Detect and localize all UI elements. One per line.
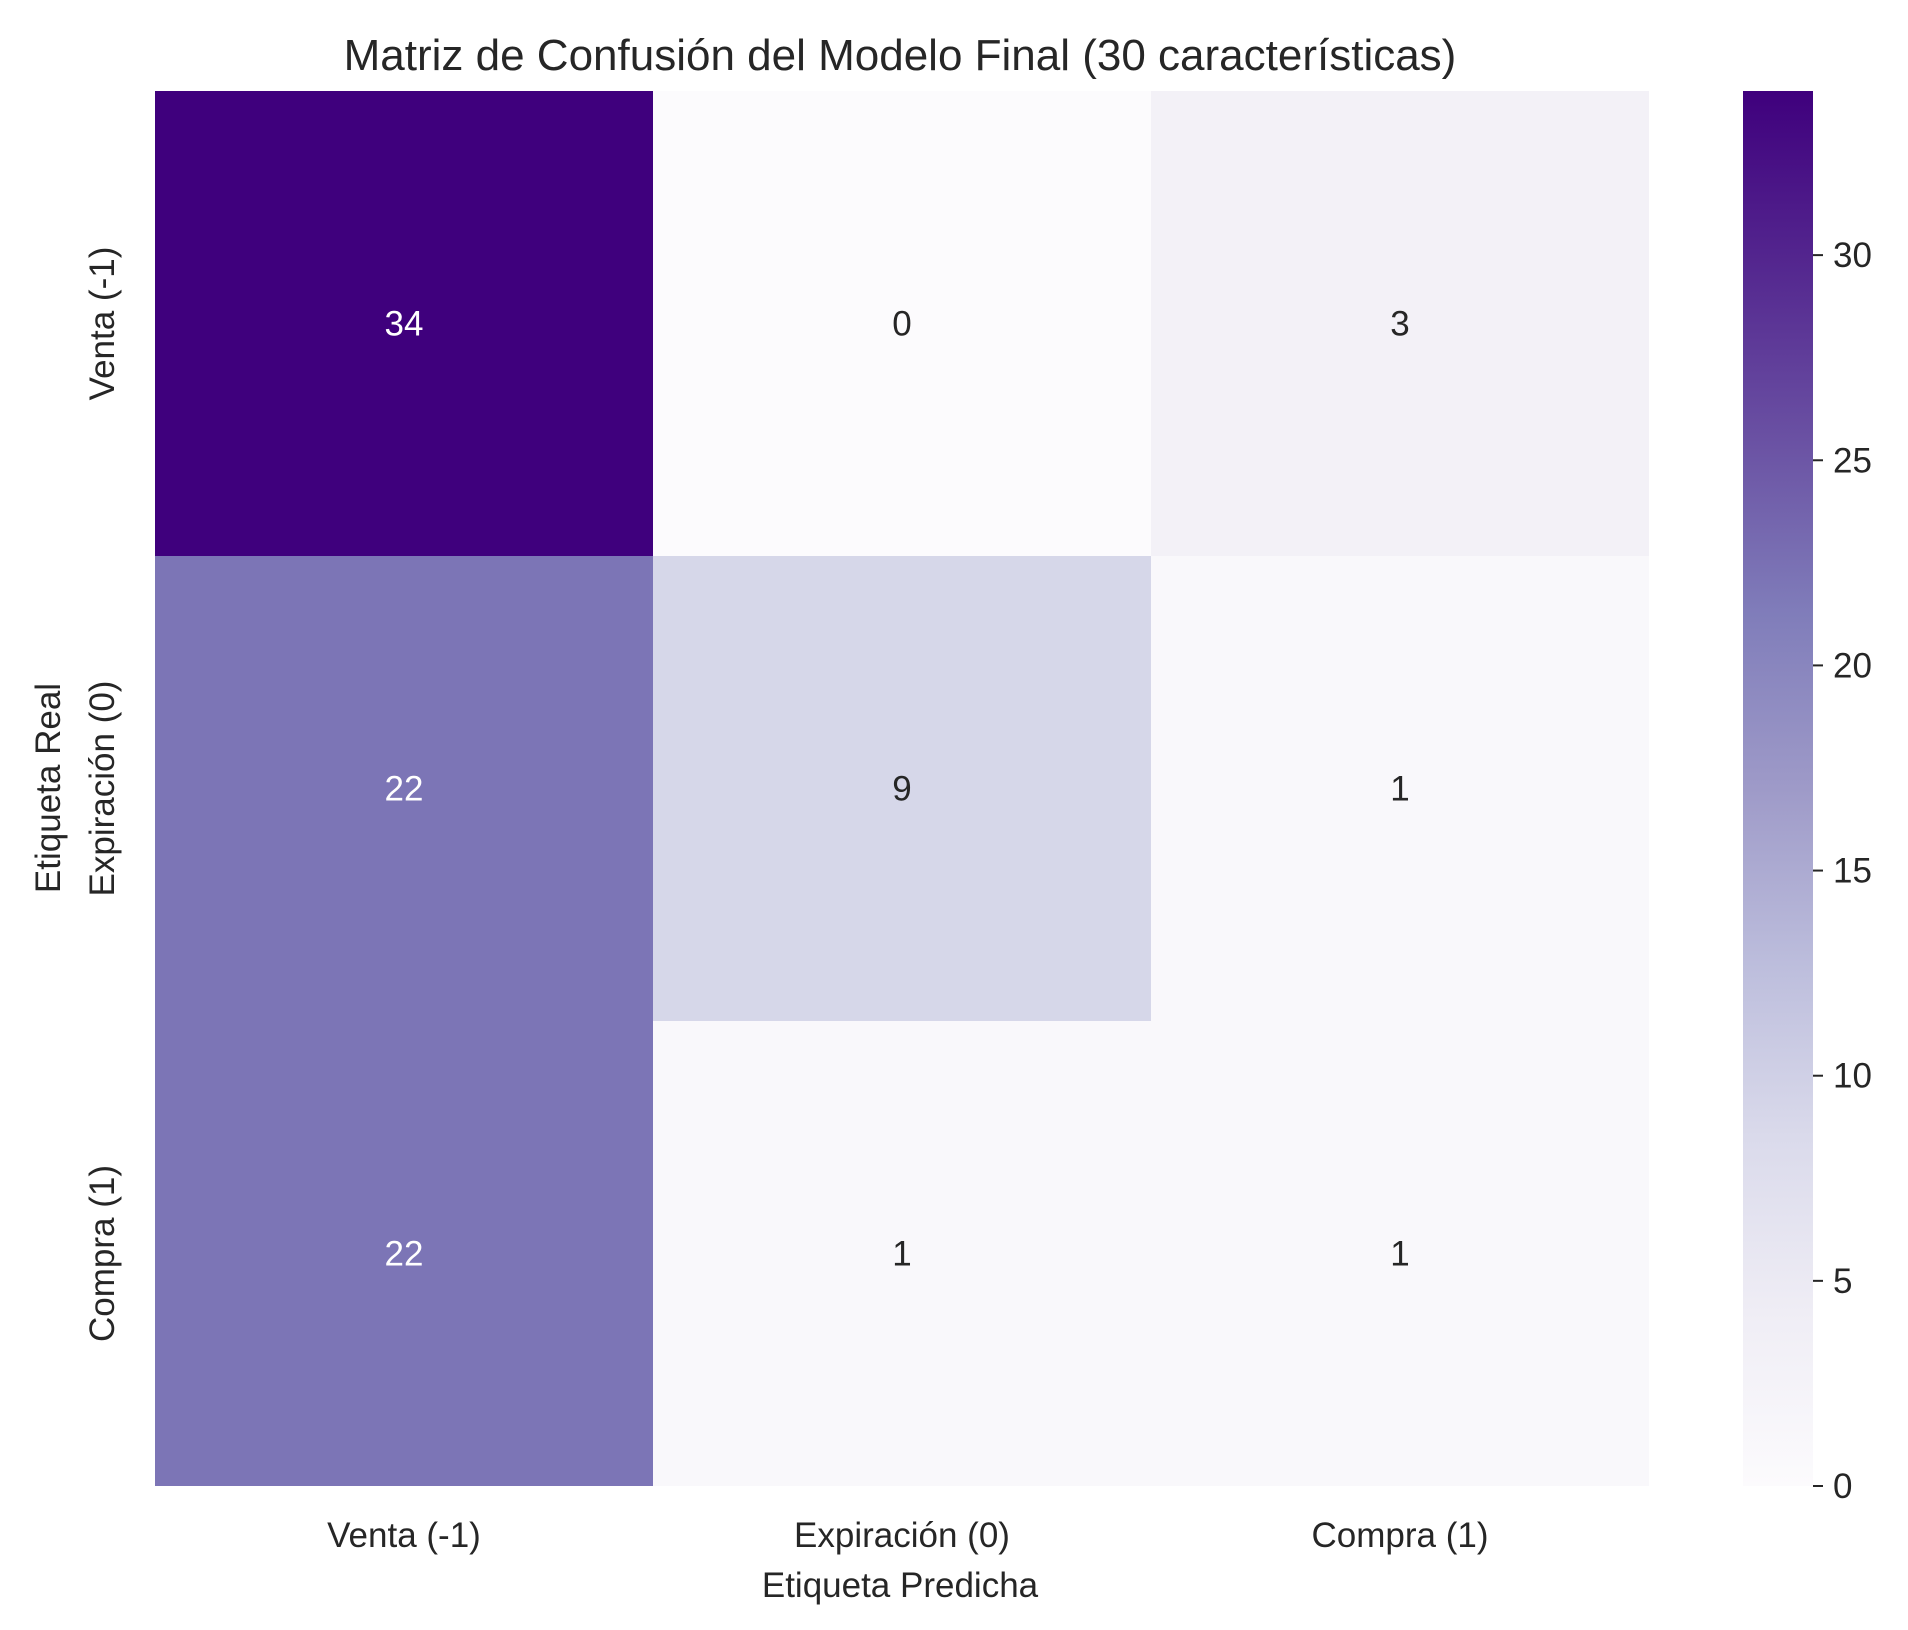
colorbar-tick-label: 25 xyxy=(1833,441,1872,480)
colorbar: 0 5 10 15 20 25 30 xyxy=(1743,91,1872,1506)
y-tick-label: Venta (-1) xyxy=(83,247,122,401)
heatmap: 34 0 3 22 9 1 22 1 1 xyxy=(155,91,1649,1486)
heatmap-cell xyxy=(155,556,653,1021)
y-axis-label: Etiqueta Real xyxy=(29,683,68,893)
colorbar-tick-label: 5 xyxy=(1833,1262,1852,1301)
colorbar-gradient xyxy=(1743,91,1813,1486)
cell-value-label: 1 xyxy=(892,1235,911,1274)
cell-value-label: 34 xyxy=(385,305,424,344)
heatmap-cell xyxy=(1151,1021,1649,1486)
heatmap-cell xyxy=(155,1021,653,1486)
heatmap-cell xyxy=(653,91,1151,556)
heatmap-cell xyxy=(1151,91,1649,556)
cell-value-label: 3 xyxy=(1390,305,1409,344)
cell-value-label: 1 xyxy=(1390,770,1409,809)
colorbar-tick-label: 20 xyxy=(1833,646,1872,685)
colorbar-tick-label: 10 xyxy=(1833,1057,1872,1096)
heatmap-cell xyxy=(1151,556,1649,1021)
y-tick-label: Compra (1) xyxy=(83,1165,122,1342)
y-tick-labels: Venta (-1) Expiración (0) Compra (1) xyxy=(83,247,122,1342)
cell-value-label: 9 xyxy=(892,770,911,809)
colorbar-tick-label: 30 xyxy=(1833,236,1872,275)
cell-value-label: 22 xyxy=(385,770,424,809)
x-axis-label: Etiqueta Predicha xyxy=(762,1566,1039,1605)
heatmap-cell xyxy=(653,556,1151,1021)
heatmap-cell xyxy=(155,91,653,556)
colorbar-tick-label: 15 xyxy=(1833,852,1872,891)
x-tick-label: Compra (1) xyxy=(1312,1516,1489,1555)
heatmap-cell xyxy=(653,1021,1151,1486)
x-tick-label: Venta (-1) xyxy=(327,1516,481,1555)
chart-title: Matriz de Confusión del Modelo Final (30… xyxy=(344,31,1457,80)
colorbar-tick-label: 0 xyxy=(1833,1467,1852,1506)
y-tick-label: Expiración (0) xyxy=(83,681,122,897)
x-tick-label: Expiración (0) xyxy=(794,1516,1010,1555)
cell-value-label: 22 xyxy=(385,1235,424,1274)
cell-value-label: 0 xyxy=(892,305,911,344)
cell-value-label: 1 xyxy=(1390,1235,1409,1274)
x-tick-labels: Venta (-1) Expiración (0) Compra (1) xyxy=(327,1516,1488,1555)
